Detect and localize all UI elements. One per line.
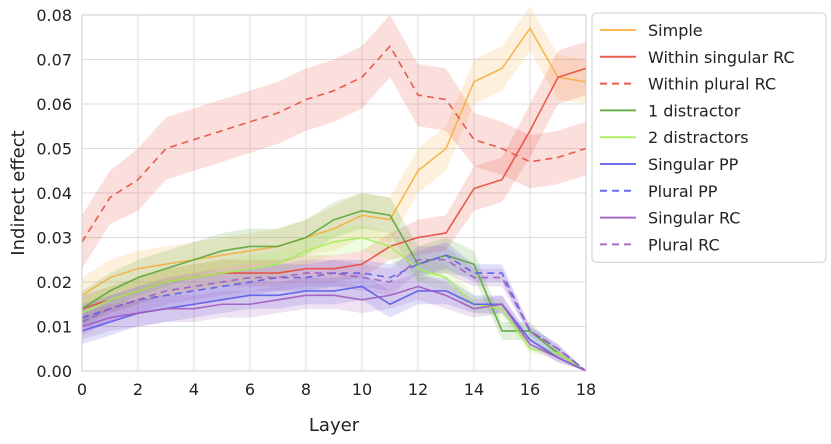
x-tick-label: 6 xyxy=(245,380,255,399)
y-axis-label: Indirect effect xyxy=(8,130,29,255)
x-axis-label: Layer xyxy=(309,415,360,436)
x-tick-label: 10 xyxy=(352,380,372,399)
y-tick-label: 0.01 xyxy=(36,318,72,337)
x-tick-label: 8 xyxy=(301,380,311,399)
legend-frame xyxy=(591,12,827,263)
line-series-0 xyxy=(81,27,587,297)
y-tick-label: 0.04 xyxy=(36,184,72,203)
legend-label: Within singular RC xyxy=(648,48,795,67)
x-tick-label: 4 xyxy=(189,380,199,399)
band-series-8 xyxy=(82,246,586,371)
x-tick-label: 12 xyxy=(408,380,428,399)
y-tick-label: 0.08 xyxy=(36,6,72,25)
legend-label: Plural RC xyxy=(648,235,720,254)
band-series-1 xyxy=(82,41,586,323)
line-series-2 xyxy=(81,45,587,243)
legend-label: Plural PP xyxy=(648,182,718,201)
legend-label: Singular RC xyxy=(648,209,740,228)
x-tick-label: 14 xyxy=(464,380,484,399)
x-tick-label: 18 xyxy=(576,380,596,399)
band-series-4 xyxy=(82,224,586,371)
band-series-3 xyxy=(82,193,586,371)
line-series-6 xyxy=(81,254,587,372)
legend-label: 1 distractor xyxy=(648,101,741,120)
legend-label: Simple xyxy=(648,21,703,40)
x-axis-ticks: 0 2 4 6 8 10 12 14 16 18 xyxy=(77,380,596,399)
y-axis-ticks: 0.00 0.01 0.02 0.03 0.04 0.05 0.06 0.07 0.08 xyxy=(36,6,72,381)
y-tick-label: 0.00 xyxy=(36,362,72,381)
y-tick-label: 0.06 xyxy=(36,95,72,114)
y-tick-label: 0.03 xyxy=(36,229,72,248)
legend: Simple Within singular RC Within plural RC… xyxy=(591,12,827,263)
y-tick-label: 0.02 xyxy=(36,273,72,292)
x-tick-label: 0 xyxy=(77,380,87,399)
y-tick-label: 0.07 xyxy=(36,51,72,70)
x-tick-label: 2 xyxy=(133,380,143,399)
y-tick-label: 0.05 xyxy=(36,140,72,159)
band-series-2 xyxy=(82,15,586,269)
legend-label: Singular PP xyxy=(648,155,739,174)
line-series-3 xyxy=(81,210,587,372)
line-series-7 xyxy=(81,285,587,372)
series-lines xyxy=(81,27,587,372)
line-series-8 xyxy=(81,258,587,372)
plot-frame xyxy=(81,14,587,372)
legend-label: 2 distractors xyxy=(648,128,749,147)
band-series-6 xyxy=(82,241,586,371)
legend-label: Within plural RC xyxy=(648,75,776,94)
line-series-4 xyxy=(81,236,587,372)
x-tick-label: 16 xyxy=(520,380,540,399)
